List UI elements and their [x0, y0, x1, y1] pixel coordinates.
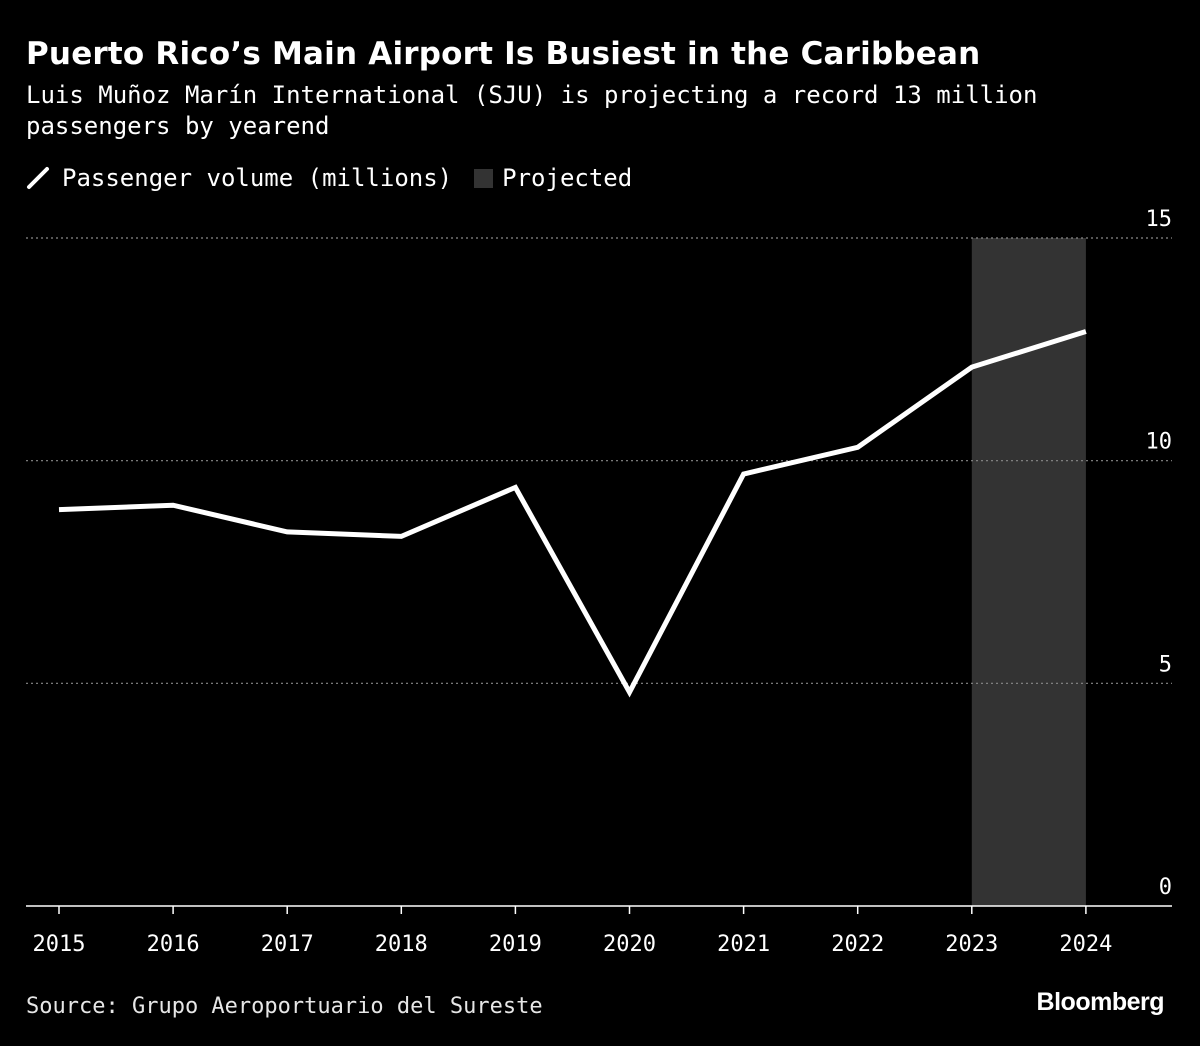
series-line-passenger-volume — [58, 329, 1087, 698]
x-tick-label: 2021 — [717, 932, 770, 957]
y-tick-label: 15 — [1146, 207, 1173, 232]
chart-title: Puerto Rico’s Main Airport Is Busiest in… — [26, 36, 981, 72]
x-tick-label: 2023 — [945, 932, 998, 957]
x-tick-label: 2018 — [375, 932, 428, 957]
source-note: Source: Grupo Aeroportuario del Sureste — [26, 994, 543, 1019]
chart-subtitle: Luis Muñoz Marín International (SJU) is … — [26, 81, 1038, 140]
legend-shade-icon — [474, 168, 494, 188]
bloomberg-logo: Bloomberg — [1036, 988, 1165, 1016]
legend: Passenger volume (millions) Projected — [26, 162, 654, 194]
x-tick-label: 2015 — [33, 932, 86, 957]
x-tick-label: 2017 — [261, 932, 314, 957]
legend-label-projected: Projected — [502, 164, 633, 192]
x-tick-label: 2024 — [1059, 932, 1112, 957]
legend-item-projected: Projected — [474, 164, 632, 192]
x-tick-label: 2022 — [831, 932, 884, 957]
y-tick-label: 5 — [1159, 652, 1172, 677]
legend-item-passenger-volume: Passenger volume (millions) — [26, 164, 452, 192]
y-tick-label: 0 — [1159, 875, 1172, 900]
legend-label-passenger-volume: Passenger volume (millions) — [62, 164, 453, 192]
y-tick-label: 10 — [1146, 430, 1173, 455]
legend-line-icon — [27, 167, 49, 189]
x-tick-label: 2016 — [147, 932, 200, 957]
x-tick-label: 2020 — [603, 932, 656, 957]
x-tick-label: 2019 — [489, 932, 542, 957]
